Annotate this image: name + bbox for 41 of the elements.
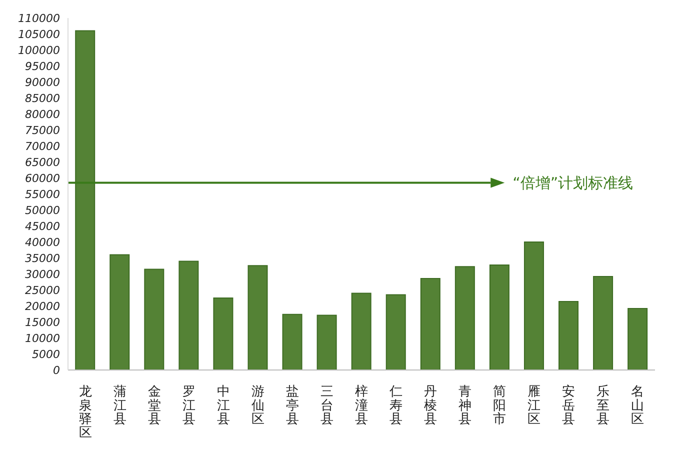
x-tick-label: 罗江县 — [182, 384, 196, 427]
y-tick-label: 95000 — [25, 60, 60, 73]
y-tick-label: 5000 — [32, 348, 60, 361]
y-tick-label: 25000 — [25, 284, 60, 297]
x-tick-label: 蒲江县 — [113, 384, 126, 427]
y-tick-label: 35000 — [25, 252, 60, 265]
y-tick-label: 20000 — [25, 300, 60, 313]
x-tick-label: 简阳市 — [493, 384, 506, 427]
y-tick-label: 85000 — [25, 92, 60, 105]
y-tick-label: 90000 — [25, 76, 60, 89]
x-tick-label: 梓潼县 — [355, 384, 368, 427]
ref-line-label: “倍增”计划标准线 — [512, 174, 634, 192]
y-tick-label: 65000 — [25, 156, 60, 169]
y-tick-label: 80000 — [25, 108, 60, 121]
x-tick-label: 金堂县 — [148, 384, 161, 427]
y-tick-label: 30000 — [25, 268, 60, 281]
y-tick-label: 55000 — [25, 188, 60, 201]
y-tick-label: 70000 — [25, 140, 60, 153]
y-tick-label: 105000 — [18, 28, 60, 41]
y-tick-label: 15000 — [25, 316, 60, 329]
x-tick-label: 名山区 — [631, 384, 644, 427]
x-tick-label: 中江县 — [216, 384, 230, 427]
y-tick-label: 10000 — [25, 332, 60, 345]
x-tick-label: 仁寿县 — [388, 384, 403, 427]
y-tick-label: 75000 — [25, 124, 60, 137]
y-tick-label: 0 — [53, 364, 60, 377]
x-tick-label: 安岳县 — [562, 384, 576, 427]
x-tick-label: 游仙区 — [251, 384, 264, 427]
x-tick-label: 三台县 — [320, 384, 334, 427]
y-tick-label: 40000 — [25, 236, 60, 249]
y-tick-label: 50000 — [25, 204, 60, 217]
x-tick-label: 丹棱县 — [424, 384, 438, 427]
x-tick-label: 乐至县 — [596, 384, 610, 427]
x-tick-label: 盐亭县 — [286, 384, 299, 427]
x-tick-label: 青神县 — [458, 384, 472, 427]
y-tick-label: 100000 — [18, 44, 60, 57]
x-tick-label: 雁江区 — [528, 384, 541, 427]
y-tick-label: 45000 — [25, 220, 60, 233]
y-tick-label: 60000 — [25, 172, 60, 185]
x-tick-label: 龙泉驿区 — [78, 384, 92, 441]
y-tick-label: 110000 — [18, 12, 60, 25]
